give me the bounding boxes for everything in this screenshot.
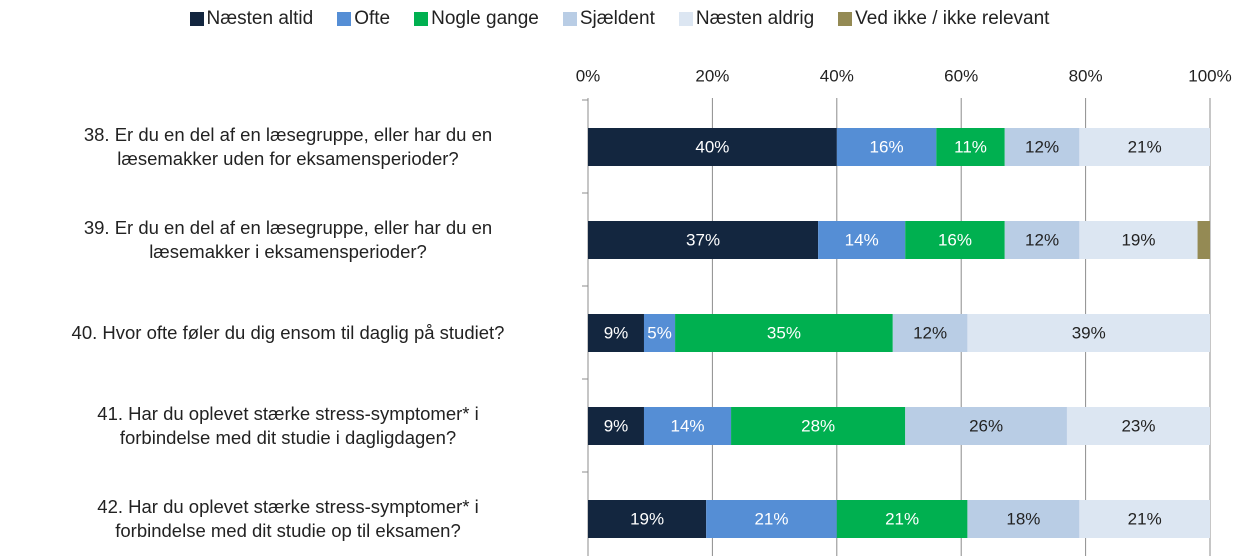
bar-segment	[675, 314, 893, 352]
value-label: 26%	[969, 416, 1003, 435]
x-tick-label: 80%	[1069, 66, 1103, 85]
value-label: 19%	[1121, 230, 1155, 249]
value-label: 9%	[604, 323, 629, 342]
x-tick-label: 40%	[820, 66, 854, 85]
legend-label: Næsten altid	[206, 8, 314, 29]
legend: Næsten altid Ofte Nogle gange Sjældent Næste…	[0, 8, 1239, 30]
value-label: 12%	[1025, 137, 1059, 156]
legend-item: Ofte	[337, 8, 390, 30]
value-label: 37%	[686, 230, 720, 249]
value-label: 23%	[1121, 416, 1155, 435]
bar-segment	[1079, 128, 1210, 166]
value-label: 11%	[954, 137, 987, 156]
bar-segment	[706, 500, 837, 538]
bar-segment	[643, 407, 732, 445]
bar-segment	[1004, 221, 1080, 259]
legend-label: Sjældent	[579, 8, 655, 29]
bar-segment	[588, 221, 819, 259]
category-label: 40. Hvor ofte føler du dig ensom til dag…	[71, 322, 505, 343]
bar-segment	[967, 500, 1080, 538]
value-label: 28%	[801, 416, 835, 435]
bar-segment	[1079, 221, 1198, 259]
bar-segment	[588, 128, 837, 166]
bar-segment	[1066, 407, 1210, 445]
value-label: 12%	[1025, 230, 1059, 249]
bar-segment	[588, 407, 644, 445]
legend-item: Næsten aldrig	[678, 8, 815, 30]
x-tick-label: 20%	[695, 66, 729, 85]
value-label: 35%	[767, 323, 801, 342]
bar-segment	[836, 500, 968, 538]
value-label: 21%	[1128, 509, 1162, 528]
bar-segment	[836, 128, 937, 166]
legend-label: Ved ikke / ikke relevant	[855, 8, 1050, 29]
value-label: 18%	[1006, 509, 1040, 528]
value-label: 39%	[1072, 323, 1106, 342]
legend-swatch	[678, 12, 693, 26]
value-label: 16%	[870, 137, 904, 156]
bar-segment	[1197, 221, 1210, 259]
value-label: 21%	[754, 509, 788, 528]
bar-segment	[1004, 128, 1080, 166]
value-label: 12%	[913, 323, 947, 342]
legend-swatch	[838, 12, 853, 26]
bar-segment	[588, 500, 707, 538]
value-label: 21%	[885, 509, 919, 528]
bar-segment	[588, 314, 644, 352]
value-label: 40%	[695, 137, 729, 156]
value-label: 9%	[604, 416, 629, 435]
bar-segment	[1079, 500, 1210, 538]
legend-item: Sjældent	[562, 8, 655, 30]
category-label: 38. Er du en del af en læsegruppe, eller…	[83, 124, 493, 169]
category-label: 41. Har du oplevet stærke stress-symptom…	[97, 403, 479, 448]
legend-swatch	[337, 12, 352, 26]
category-label: 42. Har du oplevet stærke stress-symptom…	[97, 496, 479, 541]
x-tick-label: 100%	[1188, 66, 1231, 85]
legend-label: Nogle gange	[431, 8, 539, 29]
x-tick-label: 0%	[576, 66, 601, 85]
bar-segment	[643, 314, 676, 352]
bar-segment	[731, 407, 906, 445]
bar-segment	[818, 221, 906, 259]
bar-segment	[967, 314, 1210, 352]
bar-segment	[936, 128, 1005, 166]
value-label: 5%	[647, 323, 672, 342]
value-label: 14%	[845, 230, 879, 249]
legend-item: Næsten altid	[189, 8, 314, 30]
value-label: 16%	[938, 230, 972, 249]
value-label: 21%	[1128, 137, 1162, 156]
legend-label: Næsten aldrig	[695, 8, 815, 29]
legend-swatch	[562, 12, 577, 26]
category-label: 39. Er du en del af en læsegruppe, eller…	[83, 217, 493, 262]
legend-item: Nogle gange	[414, 8, 539, 30]
value-label: 19%	[630, 509, 664, 528]
legend-swatch	[414, 12, 429, 26]
x-tick-label: 60%	[944, 66, 978, 85]
legend-item: Ved ikke / ikke relevant	[838, 8, 1049, 30]
legend-label: Ofte	[354, 8, 391, 29]
legend-swatch	[189, 12, 204, 26]
bar-segment	[905, 221, 1005, 259]
bar-segment	[892, 314, 968, 352]
value-label: 14%	[671, 416, 705, 435]
bar-segment	[905, 407, 1067, 445]
